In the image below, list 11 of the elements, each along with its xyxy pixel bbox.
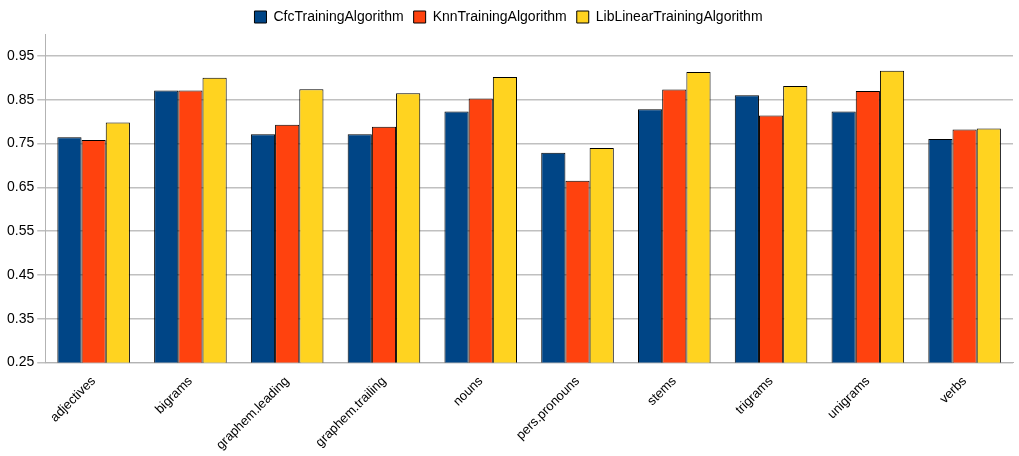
y-tick-label: 0.35 (7, 309, 35, 326)
legend-label: CfcTrainingAlgorithm (273, 7, 404, 24)
y-tick-label: 0.25 (7, 353, 35, 370)
y-tick-label: 0.75 (7, 134, 35, 151)
y-tick-label: 0.95 (7, 46, 35, 63)
y-tick-label: 0.85 (7, 90, 35, 107)
legend-label: KnnTrainingAlgorithm (432, 7, 567, 24)
legend-label: LibLinearTrainingAlgorithm (595, 7, 763, 24)
y-tick-label: 0.45 (7, 265, 35, 282)
y-tick-label: 0.55 (7, 221, 35, 238)
y-tick-label: 0.65 (7, 178, 35, 195)
